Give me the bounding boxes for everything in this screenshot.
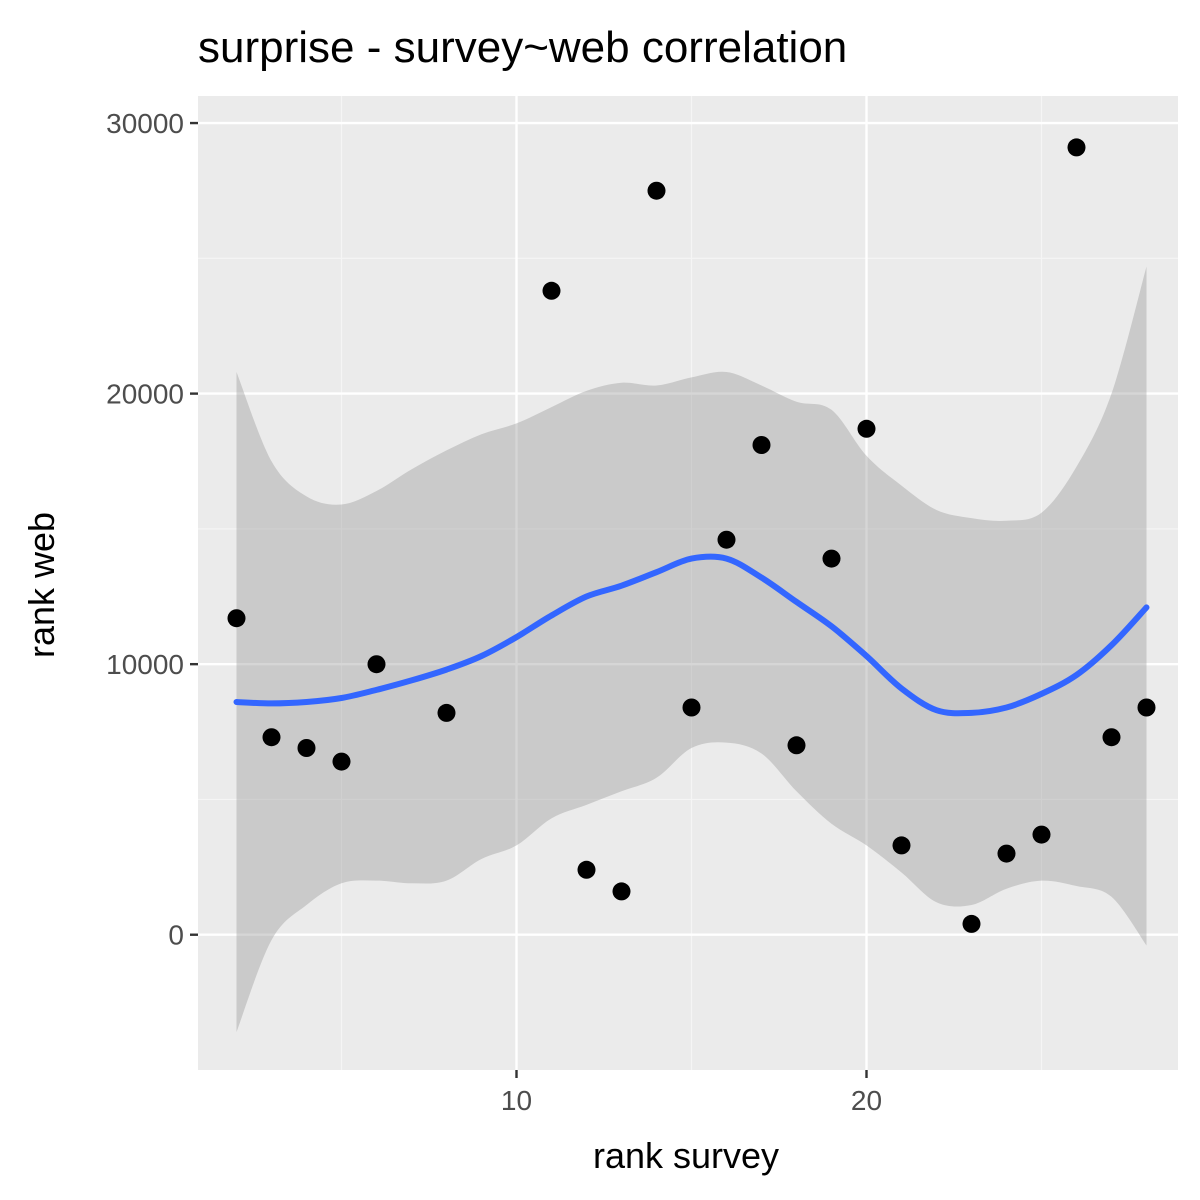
y-axis-title: rank web <box>21 512 62 658</box>
y-tick-label: 20000 <box>106 379 184 410</box>
data-point <box>647 181 666 200</box>
data-point <box>857 419 876 438</box>
y-tick-label: 10000 <box>106 649 184 680</box>
data-point <box>717 530 736 549</box>
confidence-band <box>236 266 1147 1033</box>
data-point <box>892 836 911 855</box>
data-point <box>227 609 246 628</box>
data-point <box>1137 698 1156 717</box>
major-grid <box>198 96 1178 1070</box>
data-point <box>1032 825 1051 844</box>
data-point <box>682 698 701 717</box>
x-tick-label: 20 <box>851 1085 882 1116</box>
y-tick-label: 30000 <box>106 108 184 139</box>
x-tick-label: 10 <box>501 1085 532 1116</box>
smooth-line <box>233 553 1150 717</box>
data-point <box>262 728 281 747</box>
data-point <box>612 882 631 901</box>
y-tick-label: 0 <box>168 920 184 951</box>
data-point <box>822 549 841 568</box>
data-point <box>437 703 456 722</box>
data-point <box>1067 138 1086 157</box>
data-point <box>577 860 596 879</box>
data-point <box>962 914 981 933</box>
minor-grid <box>198 96 1178 1070</box>
data-point <box>332 752 351 771</box>
data-points <box>227 138 1156 933</box>
data-point <box>1102 728 1121 747</box>
data-point <box>787 736 806 755</box>
x-axis: 10 20 <box>501 1070 882 1116</box>
data-point <box>997 844 1016 863</box>
y-axis: 0 10000 20000 30000 <box>106 108 198 951</box>
chart-title: surprise - survey~web correlation <box>198 23 847 72</box>
data-point <box>752 436 771 454</box>
x-axis-title: rank survey <box>593 1135 779 1176</box>
data-point <box>542 281 561 300</box>
data-point <box>297 739 316 757</box>
data-point <box>367 655 386 674</box>
